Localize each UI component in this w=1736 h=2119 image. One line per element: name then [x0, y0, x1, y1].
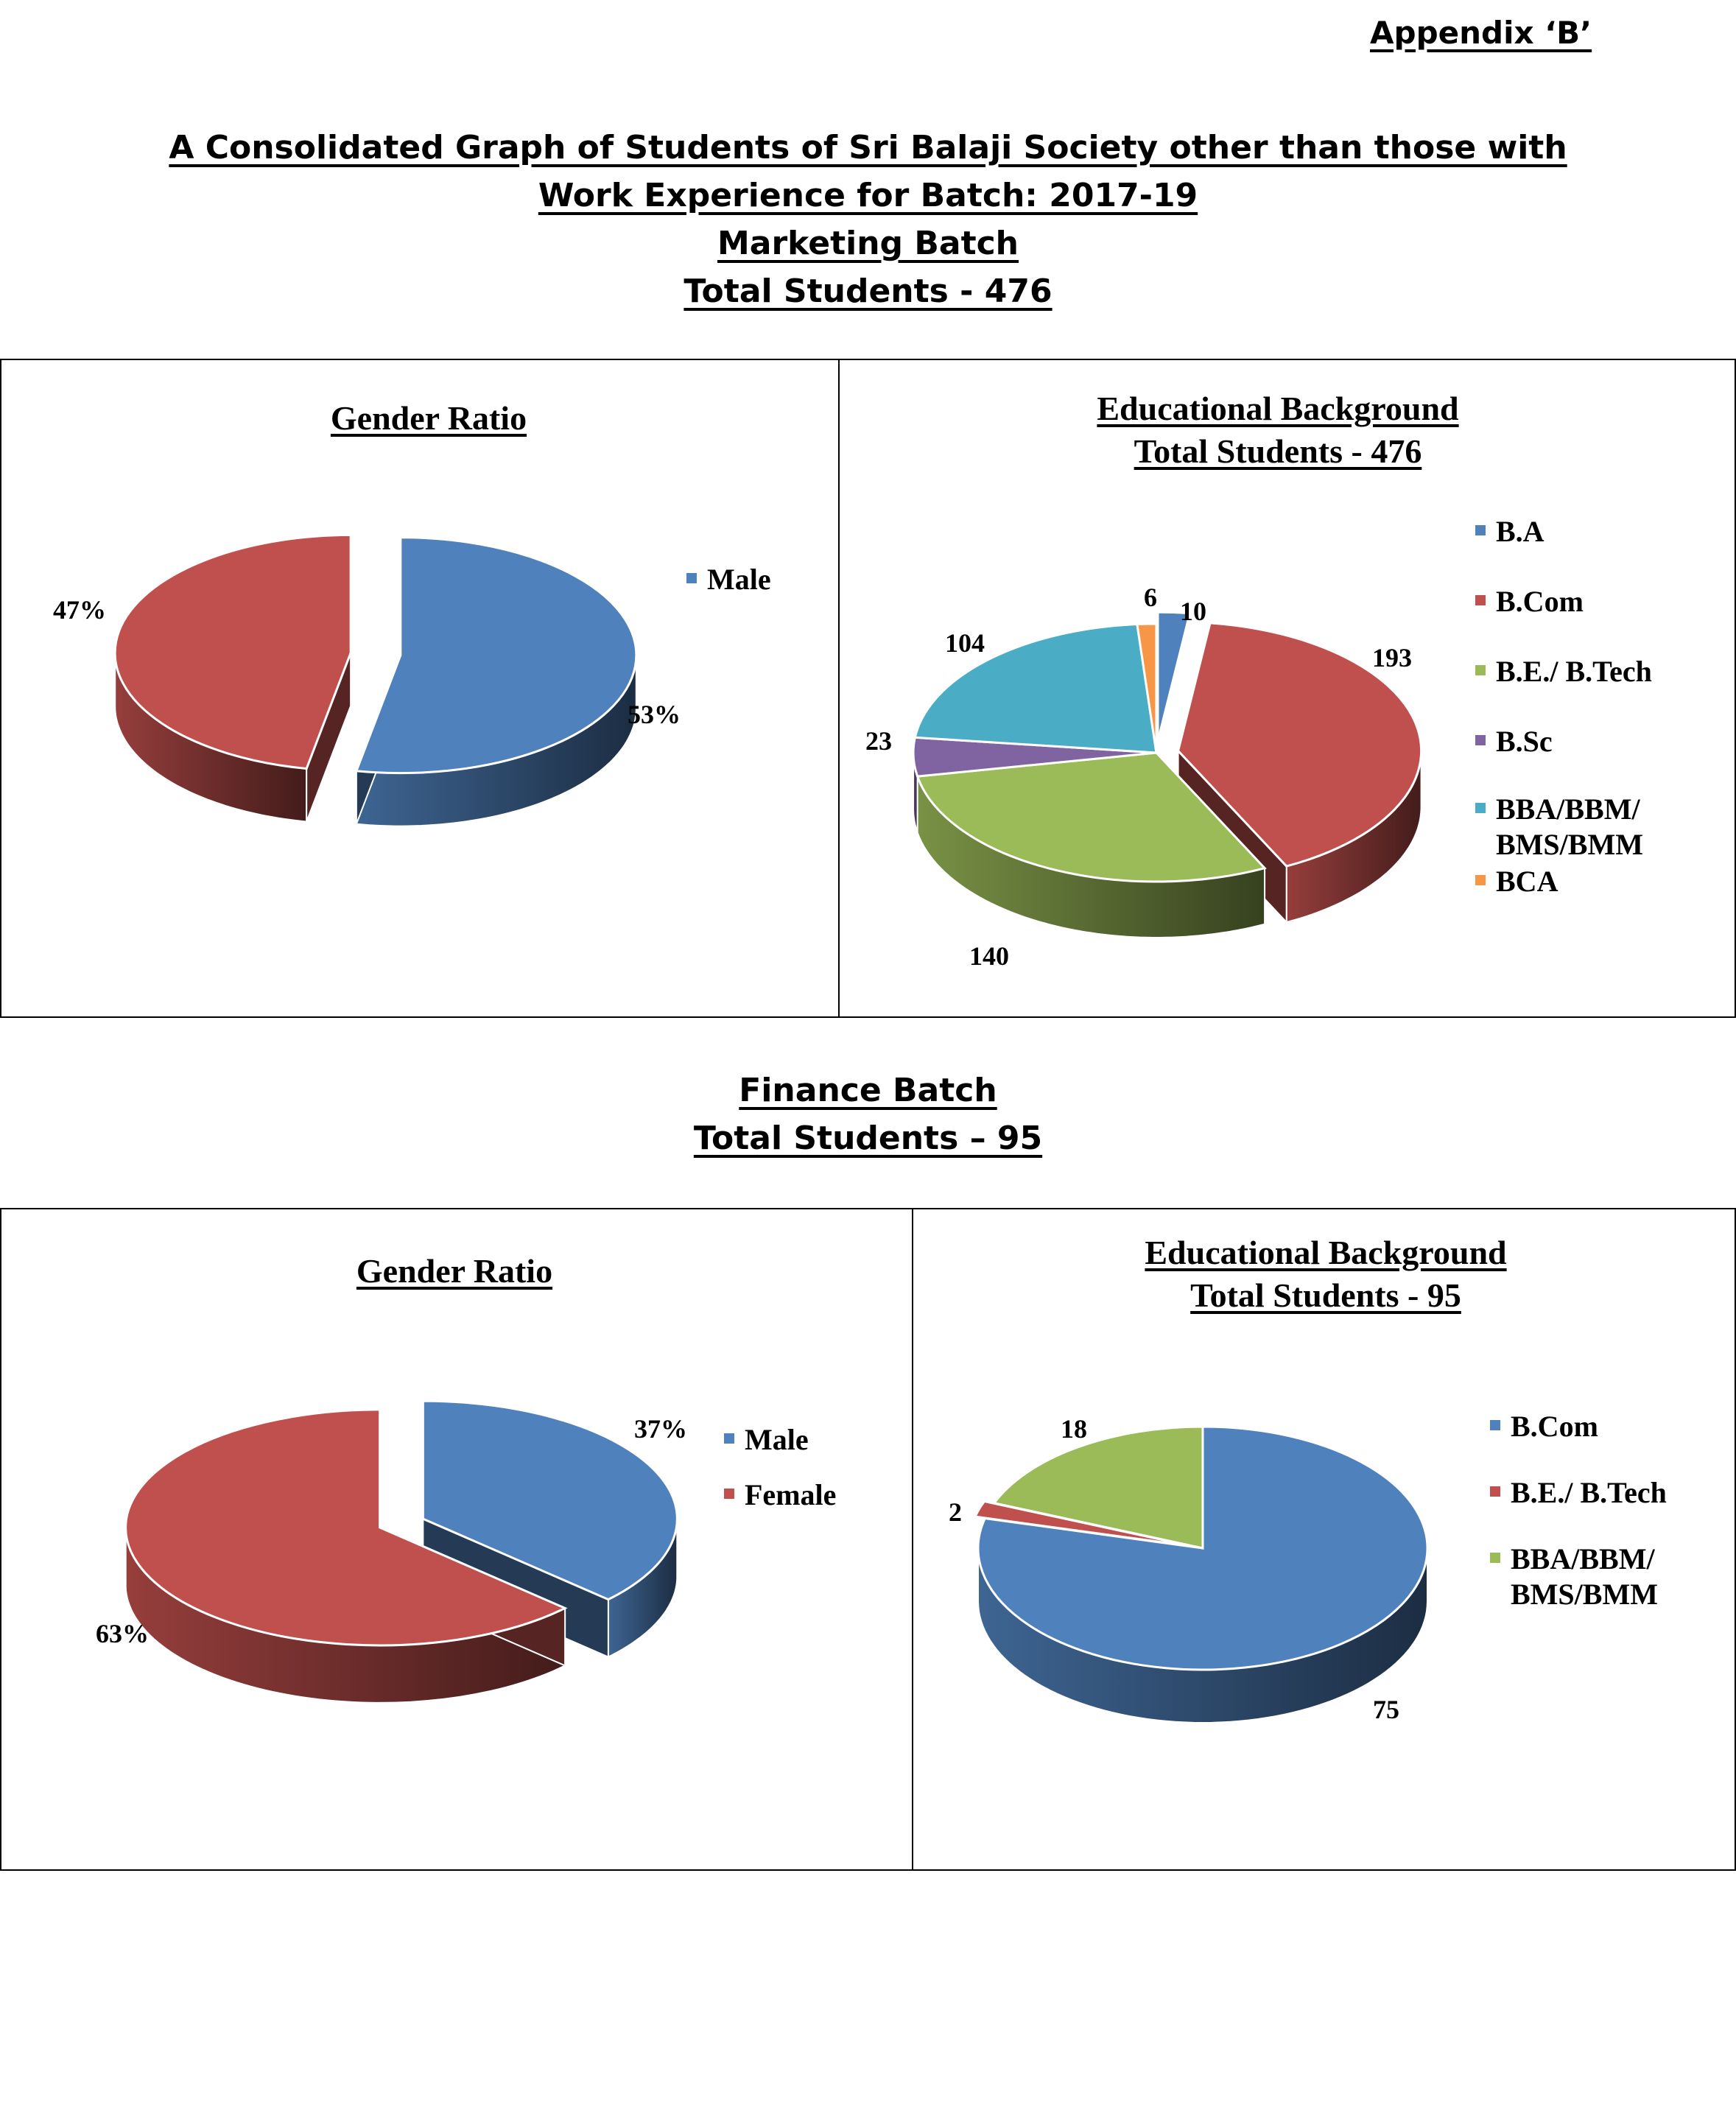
data-label: 53%: [628, 700, 681, 729]
chart-title: Gender Ratio: [356, 1252, 553, 1290]
legend-label: B.Com: [1511, 1410, 1598, 1443]
legend-label: B.Com: [1496, 585, 1584, 618]
legend-swatch: [724, 1433, 734, 1444]
data-label: 10: [1180, 597, 1206, 626]
legend-label: Male: [707, 563, 771, 596]
pie-slice-b-e-b-tech: [916, 751, 1267, 883]
chart-subtitle: Total Students - 95: [1190, 1276, 1461, 1314]
pie-slice-male: [421, 1399, 678, 1601]
legend-label: Female: [745, 1478, 836, 1511]
pie-chart-1: 10 193 140 23 104 6 B.A B.Com B.E./ B.Tech B.Sc BB…: [865, 515, 1652, 971]
legend-swatch: [1490, 1486, 1500, 1497]
legend-swatch: [1475, 875, 1486, 885]
legend-swatch: [1475, 525, 1486, 535]
main-title-line-2: Work Experience for Batch: 2017-19: [538, 177, 1198, 214]
pie-slice-female: [113, 533, 352, 770]
legend-swatch: [1475, 803, 1486, 813]
data-label: 37%: [634, 1414, 687, 1444]
legend-label: BBA/BBM/: [1511, 1542, 1655, 1575]
legend-label: B.E./ B.Tech: [1496, 655, 1652, 688]
legend-swatch: [1490, 1420, 1500, 1430]
legend-swatch: [686, 573, 697, 583]
legend: Male Female: [724, 1423, 836, 1511]
data-label: 75: [1373, 1695, 1399, 1724]
main-title-line-1: A Consolidated Graph of Students of Sri …: [169, 129, 1567, 166]
marketing-total: Total Students - 476: [683, 273, 1053, 310]
data-label: 6: [1144, 583, 1157, 612]
chart-title: Gender Ratio: [330, 399, 527, 437]
data-label: 193: [1372, 643, 1412, 672]
legend-label: BMS/BMM: [1511, 1578, 1658, 1611]
pie-slice-b-a: [1156, 611, 1192, 742]
chart-title: Educational Background: [1097, 390, 1459, 427]
pie-slice-female: [124, 1408, 568, 1647]
legend: B.Com B.E./ B.Tech BBA/BBM/BMS/BMM: [1490, 1410, 1667, 1611]
pie-chart-3: 75 2 18 B.Com B.E./ B.Tech BBA/BBM/BMS/BMM: [949, 1410, 1667, 1724]
pie-slice-bba-bbm-bms-bmm: [913, 622, 1158, 754]
legend: Male: [686, 563, 771, 596]
finance-education-panel: Educational Background Total Students - …: [912, 1208, 1736, 1871]
legend-swatch: [1475, 735, 1486, 745]
pie-chart-2: 37% 63% Male Female: [96, 1399, 836, 1704]
legend-swatch: [1475, 665, 1486, 675]
appendix-label: Appendix ‘B’: [1370, 15, 1592, 51]
chart-subtitle: Total Students - 476: [1134, 432, 1422, 470]
pie-chart-0: 53% 47% Male: [53, 533, 771, 827]
pie-slice-bca: [1136, 622, 1158, 753]
data-label: 140: [969, 941, 1009, 971]
pie-slice-male: [354, 536, 638, 775]
legend-label: Male: [745, 1423, 809, 1456]
legend-swatch: [1475, 595, 1486, 605]
legend-label: BCA: [1496, 865, 1558, 898]
data-label: 2: [949, 1497, 962, 1527]
legend-label: B.E./ B.Tech: [1511, 1476, 1667, 1509]
finance-total: Total Students – 95: [693, 1120, 1043, 1157]
data-label: 23: [865, 726, 892, 756]
legend-swatch: [724, 1489, 734, 1499]
data-label: 18: [1061, 1414, 1087, 1444]
legend-label: B.Sc: [1496, 725, 1553, 758]
legend-label: B.A: [1496, 515, 1545, 548]
data-label: 63%: [96, 1619, 149, 1648]
legend-label: BMS/BMM: [1496, 828, 1643, 861]
pie-slice-bba-bbm-bms-bmm: [992, 1425, 1204, 1550]
pie-slice-b-com: [1176, 622, 1423, 868]
legend: B.A B.Com B.E./ B.Tech B.Sc BBA/BBM/BMS/BMM B…: [1475, 515, 1652, 898]
chart-title: Educational Background: [1145, 1234, 1507, 1271]
marketing-heading: Marketing Batch: [717, 225, 1019, 262]
legend-swatch: [1490, 1553, 1500, 1563]
data-label: 104: [945, 628, 985, 658]
finance-heading: Finance Batch: [739, 1072, 997, 1109]
legend-label: BBA/BBM/: [1496, 793, 1640, 826]
marketing-education-panel: Educational Background Total Students - …: [838, 359, 1736, 1018]
data-label: 47%: [53, 595, 106, 625]
